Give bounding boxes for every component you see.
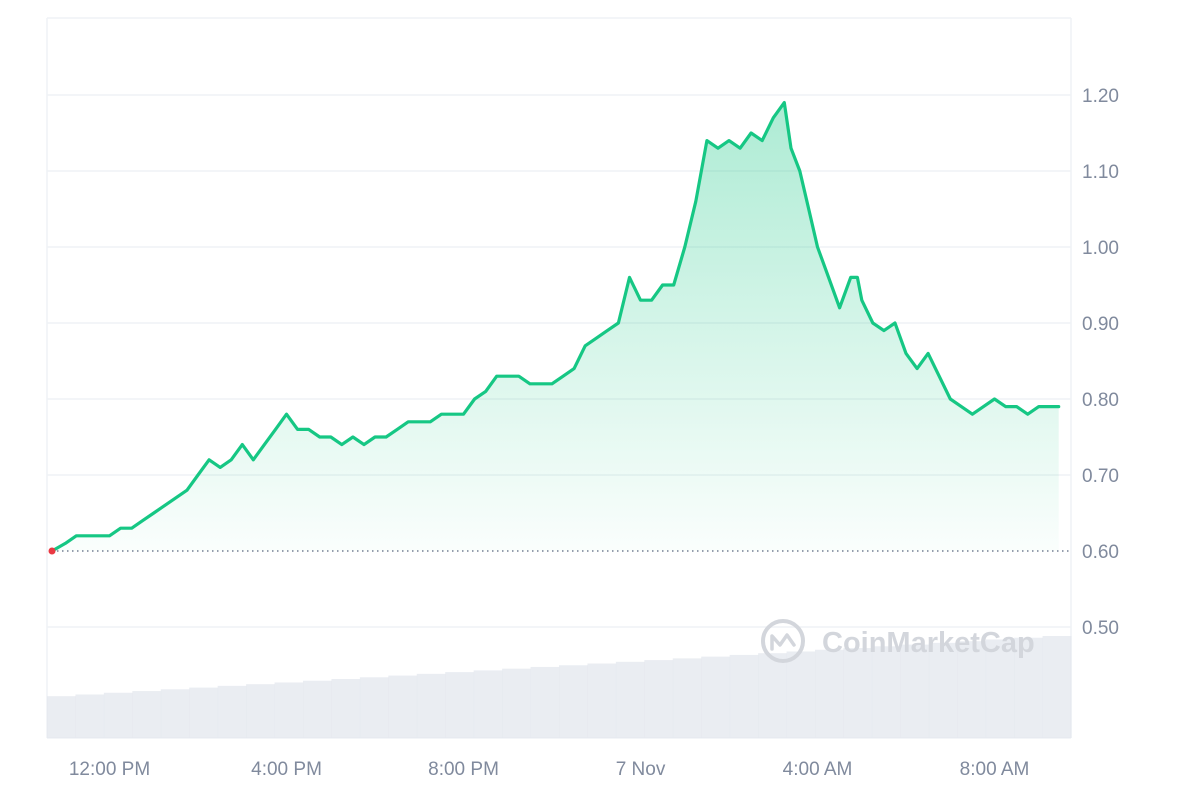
y-axis: 0.50 0.60 0.70 0.80 0.90 1.00 1.10 1.20 bbox=[1082, 86, 1119, 639]
volume-bar bbox=[132, 691, 162, 738]
volume-bar bbox=[701, 656, 731, 738]
volume-bar bbox=[928, 642, 958, 738]
volume-bar bbox=[815, 649, 844, 738]
open-price-marker bbox=[48, 547, 56, 555]
volume-bar bbox=[900, 644, 930, 738]
x-tick-label: 4:00 AM bbox=[783, 759, 853, 780]
price-line bbox=[48, 101, 1061, 555]
volume-bar bbox=[75, 694, 105, 738]
volume-bar bbox=[416, 673, 446, 738]
y-tick-label: 1.10 bbox=[1082, 162, 1119, 183]
x-tick-label: 8:00 PM bbox=[428, 759, 499, 780]
volume-bar bbox=[530, 666, 560, 738]
volume-bar bbox=[189, 687, 219, 738]
volume-bar bbox=[644, 660, 674, 738]
price-area bbox=[52, 102, 1059, 551]
volume-bar bbox=[985, 639, 1015, 738]
watermark-text: CoinMarketCap bbox=[822, 627, 1035, 659]
volume-bar bbox=[388, 675, 418, 738]
y-tick-label: 0.70 bbox=[1082, 466, 1119, 487]
y-tick-label: 1.00 bbox=[1082, 238, 1119, 259]
volume-bar bbox=[274, 682, 304, 738]
volume-bar bbox=[331, 679, 361, 738]
coinmarketcap-logo-icon bbox=[761, 619, 805, 663]
volume-bar bbox=[729, 654, 759, 738]
volume-bar bbox=[445, 672, 475, 738]
volume-bar bbox=[758, 653, 788, 738]
volume-bar bbox=[359, 677, 389, 738]
volume-bar bbox=[587, 663, 617, 738]
volume-bar bbox=[473, 670, 503, 738]
volume-bar bbox=[786, 651, 816, 738]
y-tick-label: 0.60 bbox=[1082, 542, 1119, 563]
volume-bar bbox=[1042, 636, 1072, 738]
volume-bar bbox=[672, 658, 702, 738]
volume-bar bbox=[502, 668, 532, 738]
volume-bar bbox=[246, 684, 276, 738]
price-area-fill bbox=[52, 102, 1059, 551]
coinmarketcap-watermark: CoinMarketCap bbox=[761, 619, 1035, 663]
y-tick-label: 0.50 bbox=[1082, 618, 1119, 639]
y-tick-label: 1.20 bbox=[1082, 86, 1119, 107]
y-tick-label: 0.90 bbox=[1082, 314, 1119, 335]
volume-bar bbox=[559, 665, 588, 738]
x-tick-label: 4:00 PM bbox=[251, 759, 322, 780]
volume-bar bbox=[103, 692, 133, 738]
volume-bar bbox=[217, 685, 247, 738]
y-tick-label: 0.80 bbox=[1082, 390, 1119, 411]
volume-bar bbox=[303, 680, 332, 738]
volume-bar bbox=[843, 648, 873, 738]
x-axis: 12:00 PM 4:00 PM 8:00 PM 7 Nov 4:00 AM 8:00 A… bbox=[69, 759, 1030, 780]
x-tick-label: 7 Nov bbox=[616, 759, 666, 780]
volume-bars bbox=[47, 636, 1072, 738]
x-tick-label: 12:00 PM bbox=[69, 759, 150, 780]
volume-bar bbox=[47, 696, 76, 738]
volume-bar bbox=[957, 641, 987, 738]
volume-bar bbox=[615, 661, 645, 738]
volume-bar bbox=[1014, 637, 1044, 738]
volume-bar bbox=[871, 646, 901, 738]
x-tick-label: 8:00 AM bbox=[960, 759, 1030, 780]
price-series-line bbox=[50, 101, 1061, 553]
volume-bar bbox=[160, 689, 190, 738]
